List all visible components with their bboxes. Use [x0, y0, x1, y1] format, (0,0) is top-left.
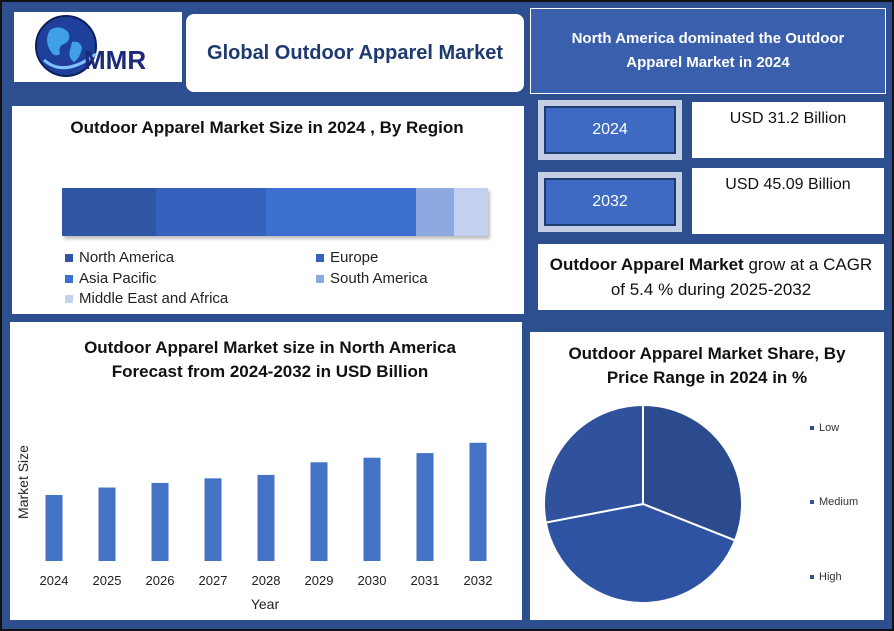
pie-slice-low	[642, 403, 743, 542]
legend-swatch	[810, 500, 814, 504]
legend-asia-pacific: Asia Pacific	[65, 270, 157, 287]
forecast-chart-title: Outdoor Apparel Market size in North Ame…	[84, 338, 456, 381]
pie-chart-title: Outdoor Apparel Market Share, By Price R…	[568, 344, 846, 387]
x-tick-label: 2026	[146, 573, 175, 588]
x-tick-label: 2029	[305, 573, 334, 588]
bar-2030	[363, 457, 381, 561]
legend-swatch	[65, 294, 73, 303]
pie-slice-medium	[544, 502, 737, 604]
y-axis-label: Market Size	[15, 445, 31, 519]
legend-label: Asia Pacific	[79, 270, 157, 287]
cagr-bold: Outdoor Apparel Market	[549, 255, 744, 274]
region-segment-south-america	[415, 188, 454, 236]
legend-label: South America	[330, 270, 428, 287]
cagr-rest: grow at a CAGR of 5.4 % during 2025-2032	[610, 255, 873, 299]
legend-label-low: Low	[819, 422, 839, 434]
globe-logo-icon: MMR	[35, 15, 146, 77]
x-tick-label: 2031	[411, 573, 440, 588]
pie-chart-svg: Low Medium High	[543, 403, 858, 604]
forecast-chart-svg: Market Size Year 2024 2025 2026 2027 2028 202…	[15, 442, 493, 612]
x-tick-label: 2027	[199, 573, 228, 588]
x-tick-label: 2025	[93, 573, 122, 588]
x-tick-label: 2030	[358, 573, 387, 588]
region-segment-middle-east-and-africa	[453, 188, 488, 236]
bar-2029	[310, 462, 328, 561]
x-tick-label: 2028	[252, 573, 281, 588]
year-label: 2024	[544, 106, 676, 154]
x-axis-label: Year	[251, 596, 280, 612]
x-tick-label: 2032	[464, 573, 493, 588]
highlight-box: North America dominated the Outdoor Appa…	[530, 8, 886, 94]
legend-swatch	[65, 253, 73, 262]
legend-swatch	[810, 575, 814, 579]
region-segment-asia-pacific	[266, 188, 416, 236]
highlight-text: North America dominated the Outdoor Appa…	[571, 30, 845, 71]
value-box-2032: USD 45.09 Billion	[692, 168, 884, 234]
bar-2025	[98, 487, 116, 561]
bar-2032	[469, 442, 487, 561]
cagr-box: Outdoor Apparel Market grow at a CAGR of…	[538, 244, 884, 310]
value-text: USD 31.2 Billion	[729, 110, 847, 127]
value-box-2024: USD 31.2 Billion	[692, 102, 884, 158]
legend-europe: Europe	[316, 249, 378, 266]
legend-label-medium: Medium	[819, 496, 858, 508]
bar-2026	[151, 482, 169, 561]
legend-middle-east-africa: Middle East and Africa	[65, 290, 228, 307]
bar-2027	[204, 478, 222, 561]
legend-south-america: South America	[316, 270, 428, 287]
cagr-text: Outdoor Apparel Market grow at a CAGR of…	[544, 252, 878, 302]
pie-slice-high	[543, 403, 644, 524]
forecast-chart-panel: Outdoor Apparel Market size in North Ame…	[10, 322, 522, 620]
region-segment-north-america	[62, 188, 156, 236]
logo-text: MMR	[84, 45, 146, 75]
legend-swatch	[65, 274, 73, 283]
year-label: 2032	[544, 178, 676, 226]
region-segment-europe	[155, 188, 267, 236]
legend-swatch	[316, 253, 324, 262]
legend-label: North America	[79, 249, 175, 266]
region-stacked-bar	[62, 188, 488, 236]
pie-chart-panel: Outdoor Apparel Market Share, By Price R…	[530, 332, 884, 620]
value-text: USD 45.09 Billion	[725, 176, 851, 193]
bar-2028	[257, 474, 275, 561]
legend-label-high: High	[819, 571, 842, 583]
legend-swatch	[810, 426, 814, 430]
year-box-2024: 2024	[536, 98, 684, 162]
page-title: Global Outdoor Apparel Market	[207, 41, 503, 64]
legend-swatch	[316, 274, 324, 283]
legend-label: Europe	[330, 249, 379, 266]
legend-label: Middle East and Africa	[79, 290, 229, 307]
bar-2024	[45, 495, 63, 561]
title-box: Global Outdoor Apparel Market	[184, 12, 526, 94]
year-box-2032: 2032	[536, 170, 684, 234]
x-tick-label: 2024	[40, 573, 69, 588]
legend-north-america: North America	[65, 249, 174, 266]
region-chart-panel: Outdoor Apparel Market Size in 2024 , By…	[12, 106, 524, 314]
region-chart-title: Outdoor Apparel Market Size in 2024 , By…	[70, 118, 464, 137]
bar-2031	[416, 453, 434, 561]
logo: MMR	[14, 12, 182, 82]
